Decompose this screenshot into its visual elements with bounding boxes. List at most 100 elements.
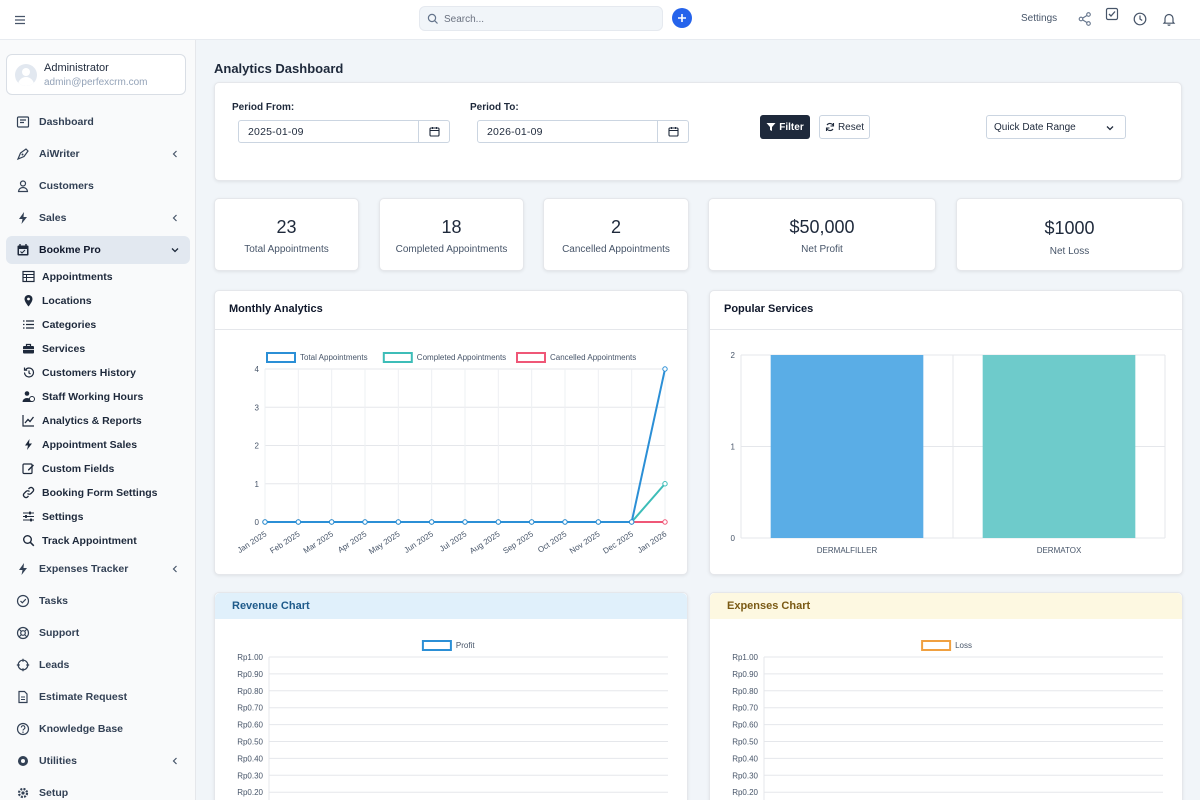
sidebar-item-bookme-pro[interactable]: Bookme Pro xyxy=(6,236,190,264)
period-to-value: 2026-01-09 xyxy=(487,126,543,138)
sidebar-item-leads[interactable]: Leads xyxy=(6,651,190,679)
legend-swatch xyxy=(516,352,546,363)
sidebar-item-setup[interactable]: Setup xyxy=(6,779,190,800)
data-point xyxy=(495,519,502,525)
x-tick-label: Sep 2025 xyxy=(501,529,535,556)
sidebar-item-knowledge-base[interactable]: Knowledge Base xyxy=(6,715,190,743)
sidebar-item-utilities[interactable]: Utilities xyxy=(6,747,190,775)
sidebar-item-aiwriter[interactable]: AiWriter xyxy=(6,140,190,168)
data-point xyxy=(628,519,635,525)
chevron-left-icon xyxy=(172,214,177,222)
question-icon xyxy=(16,722,30,736)
sidebar-item-tasks[interactable]: Tasks xyxy=(6,587,190,615)
revenue-chart-title: Revenue Chart xyxy=(232,600,310,612)
y-tick-label: Rp1.00 xyxy=(732,653,758,662)
search-bar[interactable] xyxy=(419,6,663,31)
x-tick-label: DERMALFILLER xyxy=(817,546,878,555)
stat-net-profit: $50,000 Net Profit xyxy=(708,198,936,271)
profile-email: admin@perfexcrm.com xyxy=(44,77,148,88)
sidebar-subitem-staff-working-hours[interactable]: Staff Working Hours xyxy=(20,386,190,408)
data-point xyxy=(395,519,402,525)
revenue-chart: Profit Rp1.00 Rp0.90 Rp0.80 Rp0.70 Rp0.60 Rp0.… xyxy=(237,640,668,800)
quick-date-range-select[interactable]: Quick Date Range xyxy=(986,115,1126,139)
period-from-field[interactable]: 2025-01-09 xyxy=(238,120,450,143)
sidebar-subitem-appointment-sales[interactable]: Appointment Sales xyxy=(20,434,190,456)
search-input[interactable] xyxy=(444,11,654,27)
link-icon xyxy=(22,486,35,499)
sidebar-item-label: Tasks xyxy=(39,595,68,607)
data-point xyxy=(295,519,302,525)
y-tick-label: 1 xyxy=(731,443,736,452)
chevron-left-icon xyxy=(172,150,177,158)
sidebar-subitem-label: Categories xyxy=(42,319,97,331)
sidebar-subitem-label: Staff Working Hours xyxy=(42,391,144,403)
sidebar-subitem-booking-form-settings[interactable]: Booking Form Settings xyxy=(20,482,190,504)
sidebar-item-customers[interactable]: Customers xyxy=(6,172,190,200)
quick-add-button[interactable] xyxy=(672,8,692,28)
sidebar-item-label: Estimate Request xyxy=(39,691,128,703)
stat-net-loss: $1000 Net Loss xyxy=(956,198,1183,271)
table-icon xyxy=(22,270,35,283)
y-tick-label: Rp0.30 xyxy=(237,771,263,780)
sidebar-item-expenses-tracker[interactable]: Expenses Tracker xyxy=(6,555,190,583)
sidebar-subitem-settings[interactable]: Settings xyxy=(20,506,190,528)
sidebar-subitem-custom-fields[interactable]: Custom Fields xyxy=(20,458,190,480)
monthly-analytics-chart: 0 1 2 3 4 Jan 2025 Feb 2025 Mar 2025 Apr 2025May… xyxy=(236,352,669,556)
sidebar-item-label: Customers xyxy=(39,180,94,192)
data-point xyxy=(262,519,268,525)
reset-button[interactable]: Reset xyxy=(819,115,870,139)
y-tick-label: Rp0.50 xyxy=(732,738,758,747)
sidebar-item-support[interactable]: Support xyxy=(6,619,190,647)
data-point xyxy=(328,519,335,525)
sidebar: Administrator admin@perfexcrm.com Dashbo… xyxy=(0,40,196,800)
sidebar-subitem-label: Customers History xyxy=(42,367,136,379)
sidebar-subitem-label: Settings xyxy=(42,511,84,523)
sidebar-item-estimate-request[interactable]: Estimate Request xyxy=(6,683,190,711)
x-tick-label: Aug 2025 xyxy=(468,529,502,556)
bolt-icon xyxy=(19,212,27,224)
settings-link[interactable]: Settings xyxy=(1021,13,1058,24)
lifebuoy-icon xyxy=(16,626,30,640)
sidebar-subitem-analytics-reports[interactable]: Analytics & Reports xyxy=(20,410,190,432)
y-tick-label: Rp0.70 xyxy=(237,704,263,713)
user-profile-card[interactable]: Administrator admin@perfexcrm.com xyxy=(6,54,186,95)
menu-icon[interactable] xyxy=(12,12,28,28)
crosshair-icon xyxy=(16,658,30,672)
sidebar-subitem-label: Analytics & Reports xyxy=(42,415,142,427)
revenue-chart-card: Revenue Chart Profit Rp1.00 Rp0.90 Rp0.80 Rp… xyxy=(214,592,688,800)
filter-button[interactable]: Filter xyxy=(760,115,810,139)
list-icon xyxy=(23,320,34,329)
sidebar-item-sales[interactable]: Sales xyxy=(6,204,190,232)
period-from-label: Period From: xyxy=(232,102,295,113)
refresh-icon xyxy=(825,122,834,132)
data-point xyxy=(595,519,602,525)
data-point xyxy=(362,519,368,525)
sidebar-subitem-appointments[interactable]: Appointments xyxy=(20,266,190,288)
period-to-field[interactable]: 2026-01-09 xyxy=(477,120,689,143)
share-icon[interactable] xyxy=(1077,11,1093,27)
legend-swatch xyxy=(921,640,952,651)
y-tick-label: Rp1.00 xyxy=(237,653,263,662)
sidebar-item-label: Utilities xyxy=(39,755,77,767)
sidebar-subitem-label: Appointment Sales xyxy=(42,439,138,451)
sidebar-subitem-services[interactable]: Services xyxy=(20,338,190,360)
sidebar-subitem-track-appointment[interactable]: Track Appointment xyxy=(20,530,190,552)
calendar-picker-button[interactable] xyxy=(418,121,449,142)
top-bar: Settings xyxy=(0,0,1200,40)
x-tick-label: May 2025 xyxy=(367,529,402,556)
sidebar-item-dashboard[interactable]: Dashboard xyxy=(6,108,190,136)
sidebar-subitem-categories[interactable]: Categories xyxy=(20,314,190,336)
calendar-picker-button[interactable] xyxy=(657,121,688,142)
sidebar-subitem-locations[interactable]: Locations xyxy=(20,290,190,312)
search-icon xyxy=(23,535,35,547)
clock-icon[interactable] xyxy=(1132,11,1148,27)
profile-name: Administrator xyxy=(44,62,109,74)
bell-icon[interactable] xyxy=(1161,11,1177,27)
checkbox-icon[interactable] xyxy=(1104,6,1120,22)
stat-value: $1000 xyxy=(1044,218,1095,238)
popular-services-title: Popular Services xyxy=(724,303,814,315)
chart-line-icon xyxy=(22,415,35,427)
stat-cancelled-appointments: 2 Cancelled Appointments xyxy=(543,198,689,271)
sidebar-subitem-customers-history[interactable]: Customers History xyxy=(20,362,190,384)
y-tick-label: 0 xyxy=(731,534,736,543)
